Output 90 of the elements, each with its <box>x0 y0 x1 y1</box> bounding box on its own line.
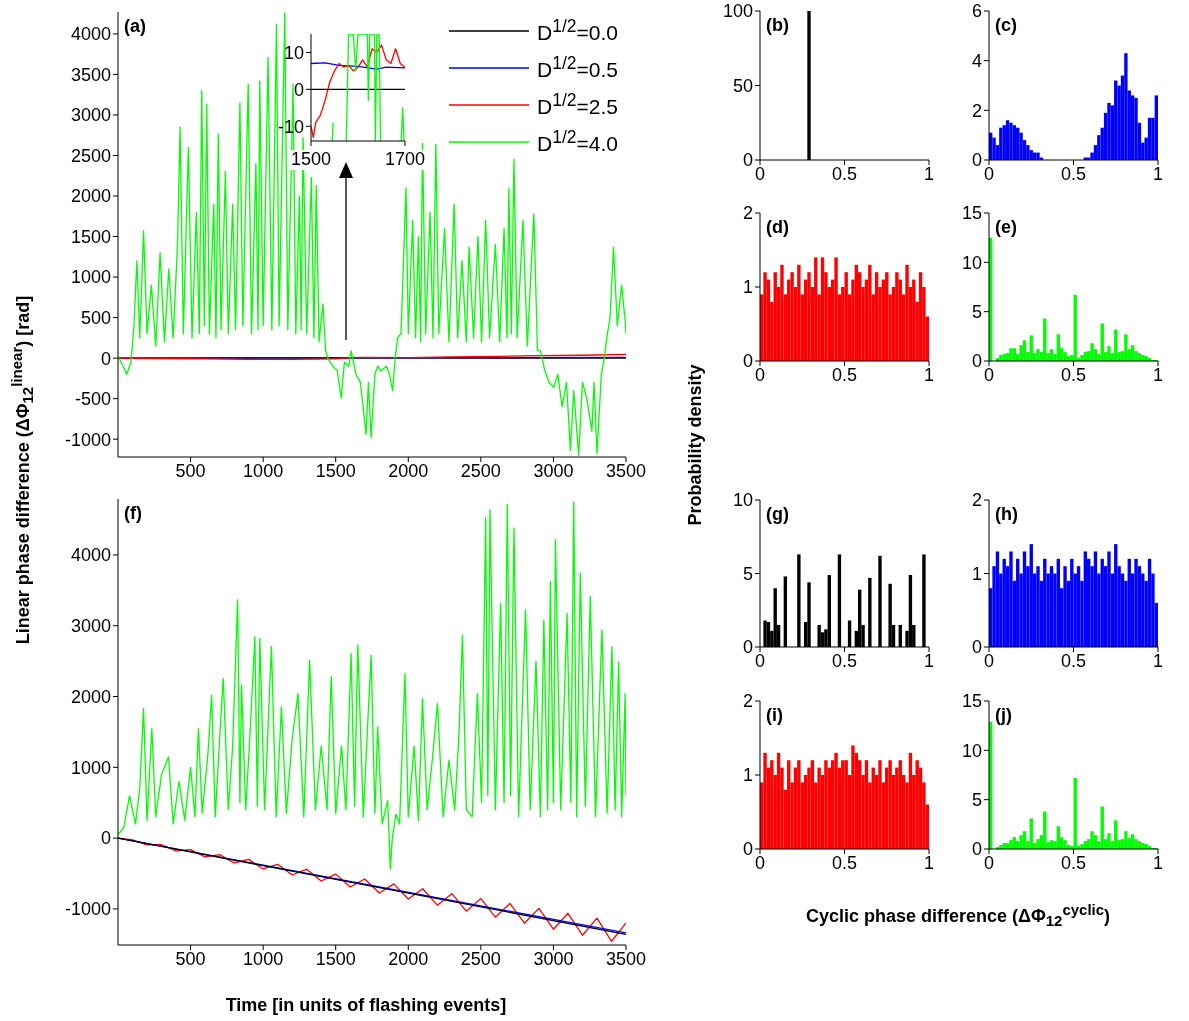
y-tick-label: 4000 <box>70 545 111 566</box>
y-axis-title: Probability density <box>684 364 706 526</box>
x-tick-label: 2500 <box>460 948 501 969</box>
y-tick-label: 0 <box>100 828 111 849</box>
y-tick-label: 10 <box>961 740 982 761</box>
annotation: (c) <box>995 15 1017 36</box>
y-tick-label: 500 <box>80 307 111 328</box>
y-tick-label: 10 <box>732 490 753 511</box>
y-tick-label: 15 <box>961 691 982 712</box>
x-tick-label: 1 <box>1152 852 1164 873</box>
x-tick-label: 1500 <box>315 460 356 481</box>
x-tick-label: 0.5 <box>831 852 858 873</box>
y-tick-label: -1000 <box>64 429 111 450</box>
x-tick-label: 1000 <box>243 460 284 481</box>
x-tick-label: 1 <box>1152 650 1164 671</box>
y-tick-label: 4000 <box>70 24 111 45</box>
y-tick-label: 0 <box>100 348 111 369</box>
y-tick-label: 1000 <box>70 267 111 288</box>
x-tick-label: 3500 <box>605 948 647 969</box>
y-tick-label: 0 <box>971 637 982 658</box>
x-tick-label: 1000 <box>243 948 284 969</box>
x-tick-label: 0.5 <box>831 650 858 671</box>
y-tick-label: 3500 <box>70 64 111 85</box>
annotation: (i) <box>766 705 783 726</box>
annotation: (e) <box>995 217 1017 238</box>
x-tick-label: 3000 <box>533 460 574 481</box>
x-tick-label: 2000 <box>388 460 429 481</box>
x-tick-label: 1 <box>923 364 935 385</box>
annotation: (j) <box>995 705 1012 726</box>
x-tick-label: 0.5 <box>1060 650 1087 671</box>
y-tick-label: 0 <box>742 351 753 372</box>
annotation: (g) <box>766 504 789 525</box>
y-tick-label: 0 <box>971 351 982 372</box>
annotation: (b) <box>766 15 789 36</box>
y-tick-label: 4 <box>971 51 982 72</box>
x-tick-label: 1500 <box>315 948 356 969</box>
x-tick-label: 1 <box>923 852 935 873</box>
y-tick-label: 1500 <box>70 226 111 247</box>
legend-label: D$^{1/2}$=4.0 <box>537 127 618 156</box>
y-tick-label: 0 <box>971 839 982 860</box>
legend-label: D$^{1/2}$=0.5 <box>537 53 618 82</box>
x-tick-label: 500 <box>175 948 206 969</box>
y-tick-label: -500 <box>74 389 111 410</box>
y-tick-label: 2000 <box>70 686 111 707</box>
y-tick-label: 5 <box>971 790 982 811</box>
y-tick-label: 3000 <box>70 616 111 637</box>
y-tick-label: 1000 <box>70 757 111 778</box>
x-tick-label: 0.5 <box>1060 852 1087 873</box>
y-tick-label: 100 <box>722 1 753 22</box>
y-tick-label: 5 <box>971 302 982 323</box>
y-tick-label: 2 <box>742 691 753 712</box>
x-axis-title: Time [in units of flashing events] <box>225 994 507 1016</box>
y-tick-label: -1000 <box>64 899 111 920</box>
x-tick-label: 1 <box>1152 163 1164 184</box>
x-tick-label: 1 <box>1152 364 1164 385</box>
y-tick-label: 0 <box>742 637 753 658</box>
x-tick-label: 0.5 <box>831 163 858 184</box>
y-tick-label: 2 <box>971 100 982 121</box>
x-tick-label: 0.5 <box>1060 364 1087 385</box>
y-tick-label: 1 <box>971 563 982 584</box>
y-tick-label: 1 <box>742 765 753 786</box>
legend-label: D$^{1/2}$=2.5 <box>537 90 618 119</box>
legend-label: D$^{1/2}$=0.0 <box>537 16 618 45</box>
y-tick-label: 50 <box>732 75 753 96</box>
y-tick-label: 2 <box>971 490 982 511</box>
y-tick-label: 5 <box>742 563 753 584</box>
y-tick-label: 0 <box>293 79 304 100</box>
x-tick-label: 2000 <box>388 948 429 969</box>
x-tick-label: 0.5 <box>831 364 858 385</box>
annotation: (h) <box>995 504 1018 525</box>
x-tick-label: 0.5 <box>1060 163 1087 184</box>
y-tick-label: 6 <box>971 1 982 22</box>
x-tick-label: 1 <box>923 650 935 671</box>
x-tick-label: 1 <box>923 163 935 184</box>
x-tick-label: 500 <box>175 460 206 481</box>
y-tick-label: 2000 <box>70 186 111 207</box>
x-tick-label: 2500 <box>460 460 501 481</box>
x-tick-label: 3500 <box>605 460 647 481</box>
y-tick-label: 10 <box>961 252 982 273</box>
y-tick-label: 1 <box>742 277 753 298</box>
x-axis-title: Cyclic phase difference (ΔΦ$_{12}$$^{cyclic}$) <box>805 900 1111 930</box>
y-tick-label: 15 <box>961 203 982 224</box>
y-tick-label: 2 <box>742 203 753 224</box>
x-tick-label: 3000 <box>533 948 574 969</box>
x-tick-label: 1700 <box>384 149 426 170</box>
annotation: (d) <box>766 217 789 238</box>
annotation: (f) <box>124 503 142 524</box>
y-tick-label: 3000 <box>70 105 111 126</box>
y-tick-label: 0 <box>742 839 753 860</box>
annotation: (a) <box>124 16 146 37</box>
